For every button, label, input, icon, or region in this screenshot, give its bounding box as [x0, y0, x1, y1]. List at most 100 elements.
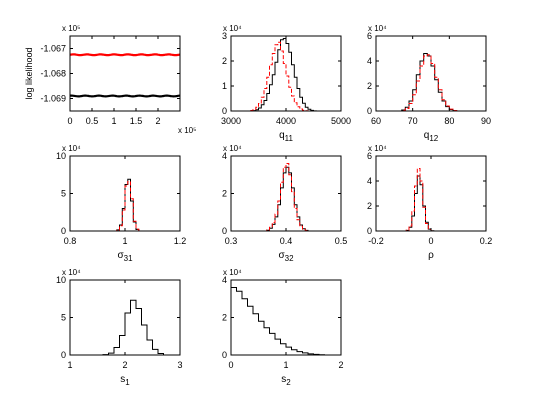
subplot-q12: 60 70 80 90 0 2 4 6x 10⁴ q12 — [367, 24, 491, 143]
y-tick-label: -1.069 — [40, 94, 66, 104]
series-line-black — [69, 94, 181, 98]
y-tick-label: 4 — [222, 275, 227, 285]
x-tick-label: 1 — [122, 236, 127, 246]
x-axis-label-main: s — [120, 374, 125, 385]
axes-frame — [375, 155, 487, 232]
histogram-black-solid — [398, 53, 461, 112]
x-tick-label: 3 — [177, 360, 182, 370]
x-axis-label-subscript: 11 — [285, 134, 294, 143]
x-tick-label: 0.2 — [480, 236, 493, 246]
y-exponent-label: x 10⁴ — [62, 144, 81, 153]
x-axis-label: s2 — [281, 374, 291, 387]
histogram-black-solid — [97, 299, 169, 356]
y-tick-label: 2 — [367, 201, 372, 211]
y-tick-label: 3 — [222, 31, 227, 41]
y-tick-label: 2 — [222, 56, 227, 66]
x-tick-label: 0.8 — [64, 236, 77, 246]
x-axis-label: σ31 — [117, 250, 133, 263]
y-tick-label: 0 — [222, 106, 227, 116]
x-axis-label-main: ρ — [428, 250, 434, 261]
y-exponent-label: x 10⁴ — [62, 268, 81, 277]
x-axis-label-main: s — [281, 374, 286, 385]
subplot-loglik: 0 0.5 1 1.5 2 -1.067 -1.068 -1.069 x 10⁵ x 10⁵ log… — [24, 24, 196, 135]
x-axis-label-subscript: 12 — [429, 134, 438, 143]
y-tick-label: 10 — [56, 151, 66, 161]
y-exponent-label: x 10⁴ — [368, 144, 387, 153]
x-axis-label: σ32 — [278, 250, 294, 263]
histogram-black-solid — [114, 178, 142, 232]
x-axis-label: q11 — [279, 130, 293, 143]
x-axis-label-subscript: 1 — [125, 378, 130, 387]
y-exponent-label: x 10⁴ — [368, 24, 387, 33]
y-tick-label: 10 — [56, 275, 66, 285]
y-tick-label: 2 — [222, 189, 227, 199]
x-tick-label: 0.4 — [280, 236, 293, 246]
x-tick-label: -0.2 — [368, 236, 384, 246]
histogram-red-dashed — [264, 163, 311, 232]
y-tick-label: -1.068 — [40, 69, 66, 79]
y-tick-label: 5 — [61, 189, 66, 199]
y-tick-label: 6 — [367, 151, 372, 161]
y-tick-label: 0 — [222, 226, 227, 236]
x-tick-label: 0.3 — [225, 236, 238, 246]
subplot-sigma31: 0.8 1 1.2 0 5 10x 10⁴ σ31 — [56, 144, 186, 263]
x-tick-label: 0 — [228, 360, 233, 370]
y-tick-label: 2 — [367, 81, 372, 91]
y-tick-label: 2 — [222, 313, 227, 323]
x-tick-label: 60 — [371, 116, 381, 126]
axes-frame — [375, 35, 487, 112]
x-tick-label: 2 — [155, 116, 160, 126]
x-axis-label-subscript: 2 — [286, 378, 291, 387]
y-tick-label: 6 — [367, 31, 372, 41]
histogram-black-solid — [264, 166, 311, 232]
x-tick-label: 0.5 — [335, 236, 348, 246]
y-exponent-label: x 10⁴ — [223, 268, 242, 277]
histogram-black-solid — [250, 38, 319, 112]
y-exponent-label: x 10⁴ — [223, 24, 242, 33]
x-tick-label: 2 — [122, 360, 127, 370]
x-axis-label-main: σ — [278, 250, 285, 261]
y-exponent-label: x 10⁴ — [223, 144, 242, 153]
y-tick-label: 5 — [61, 313, 66, 323]
histogram-black-solid — [231, 287, 330, 356]
x-tick-label: 1 — [67, 360, 72, 370]
x-axis-label-main: q — [279, 130, 285, 141]
y-tick-label: 4 — [367, 176, 372, 186]
x-tick-label: 1 — [111, 116, 116, 126]
x-axis-label: ρ — [428, 250, 434, 261]
x-tick-label: 1.5 — [130, 116, 143, 126]
y-exponent-label: x 10⁵ — [62, 24, 80, 33]
y-tick-label: 4 — [367, 56, 372, 66]
x-axis-label: s1 — [120, 374, 130, 387]
subplot-sigma32: 0.3 0.4 0.5 0 2 4x 10⁴ σ32 — [222, 144, 347, 263]
histogram-red-dashed — [398, 54, 461, 112]
y-axis-label: log likelihood — [24, 47, 34, 99]
axes-frame — [69, 35, 181, 112]
x-tick-label: 5000 — [331, 116, 351, 126]
x-exponent-label: x 10⁵ — [178, 126, 196, 135]
x-tick-label: 0 — [428, 236, 433, 246]
y-tick-label: 0 — [367, 106, 372, 116]
x-axis-label-main: σ — [117, 250, 124, 261]
x-axis-label-subscript: 31 — [124, 254, 133, 263]
x-axis-label-main: q — [424, 130, 430, 141]
x-tick-label: 80 — [444, 116, 454, 126]
x-axis-label: q12 — [424, 130, 439, 143]
x-tick-label: 1 — [283, 360, 288, 370]
y-tick-label: -1.067 — [40, 44, 66, 54]
x-tick-label: 0 — [67, 116, 72, 126]
y-tick-label: 0 — [222, 350, 227, 360]
y-tick-label: 0 — [61, 226, 66, 236]
histogram-black-solid — [403, 175, 437, 232]
x-tick-label: 2 — [338, 360, 343, 370]
x-tick-label: 4000 — [276, 116, 296, 126]
x-tick-label: 0.5 — [86, 116, 99, 126]
series-line-red — [69, 53, 181, 57]
subplot-q11: 3000 4000 5000 0 1 2 3x 10⁴ q11 — [221, 24, 351, 143]
y-tick-label: 1 — [222, 81, 227, 91]
y-tick-label: 4 — [222, 151, 227, 161]
